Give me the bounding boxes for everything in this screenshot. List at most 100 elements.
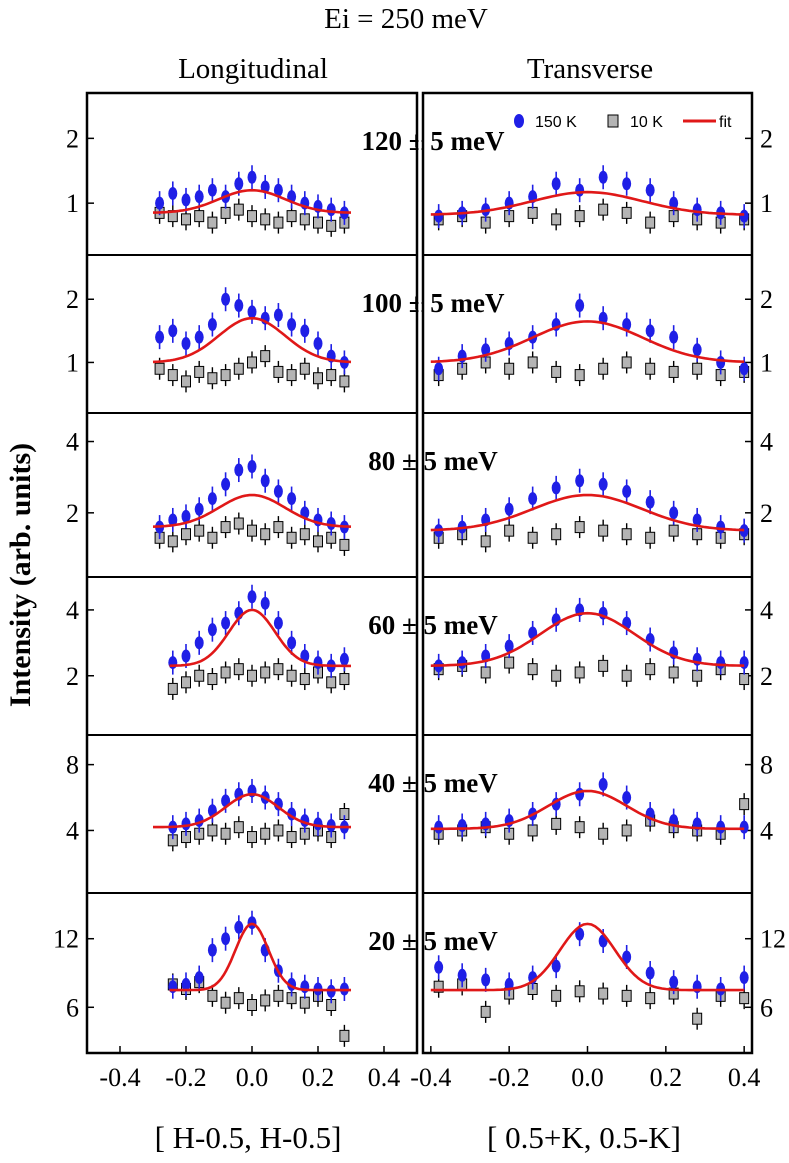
point-150k bbox=[155, 196, 165, 210]
point-10k bbox=[286, 831, 297, 844]
point-10k bbox=[194, 524, 205, 537]
legend: 150 K 10 K fit bbox=[514, 114, 732, 131]
point-10k bbox=[527, 663, 538, 676]
point-10k bbox=[260, 827, 271, 840]
point-150k bbox=[300, 649, 310, 663]
point-150k bbox=[434, 209, 444, 223]
point-150k bbox=[234, 299, 244, 313]
point-10k bbox=[574, 521, 585, 534]
point-10k bbox=[273, 989, 284, 1002]
point-10k bbox=[233, 203, 244, 216]
point-150k bbox=[168, 186, 178, 200]
y-tick-label: 2 bbox=[760, 662, 773, 691]
point-10k bbox=[167, 682, 178, 695]
point-150k bbox=[739, 820, 749, 834]
point-150k bbox=[575, 474, 585, 488]
point-10k bbox=[233, 517, 244, 530]
point-150k bbox=[273, 183, 283, 197]
point-10k bbox=[167, 369, 178, 382]
point-10k bbox=[286, 210, 297, 223]
y-tick-label: 8 bbox=[66, 751, 79, 780]
point-150k bbox=[207, 318, 217, 332]
point-150k bbox=[168, 656, 178, 670]
point-10k bbox=[621, 206, 632, 219]
y-tick-label: 8 bbox=[760, 751, 773, 780]
point-10k bbox=[194, 669, 205, 682]
energy-label: 20 ± 5 meV bbox=[368, 926, 498, 956]
point-10k bbox=[273, 216, 284, 229]
point-150k bbox=[313, 656, 323, 670]
point-10k bbox=[299, 362, 310, 375]
point-10k bbox=[154, 362, 165, 375]
point-10k bbox=[273, 365, 284, 378]
point-150k bbox=[528, 492, 538, 506]
x-tick-label: -0.2 bbox=[165, 1063, 206, 1092]
point-10k bbox=[220, 521, 231, 534]
y-tick-label: 4 bbox=[66, 428, 79, 457]
y-tick-label: 4 bbox=[760, 596, 773, 625]
point-10k bbox=[207, 989, 218, 1002]
point-10k bbox=[260, 528, 271, 541]
point-10k bbox=[299, 996, 310, 1009]
point-10k bbox=[621, 669, 632, 682]
x-tick-label: 0.4 bbox=[728, 1063, 761, 1092]
point-150k bbox=[645, 966, 655, 980]
point-150k bbox=[339, 652, 349, 666]
point-10k bbox=[692, 362, 703, 375]
y-tick-label: 6 bbox=[760, 993, 773, 1022]
point-10k bbox=[739, 798, 750, 811]
point-150k bbox=[622, 950, 632, 964]
point-150k bbox=[692, 343, 702, 357]
legend-150k-marker bbox=[514, 114, 524, 128]
point-150k bbox=[598, 777, 608, 791]
point-150k bbox=[287, 636, 297, 650]
x-tick-label: -0.4 bbox=[410, 1063, 451, 1092]
legend-fit-label: fit bbox=[719, 114, 732, 131]
point-10k bbox=[286, 531, 297, 544]
fit-curve bbox=[430, 611, 745, 667]
y-tick-label: 2 bbox=[760, 285, 773, 314]
x-axis-label-transverse: [ 0.5+K, 0.5-K] bbox=[487, 1120, 681, 1155]
point-150k bbox=[504, 639, 514, 653]
point-150k bbox=[739, 362, 749, 376]
point-10k bbox=[645, 216, 656, 229]
point-10k bbox=[551, 365, 562, 378]
point-10k bbox=[645, 531, 656, 544]
column-title-transverse: Transverse bbox=[527, 53, 653, 85]
point-150k bbox=[739, 656, 749, 670]
y-tick-label: 2 bbox=[760, 499, 773, 528]
frame-left bbox=[85, 91, 419, 1055]
point-10k bbox=[339, 673, 350, 686]
point-150k bbox=[716, 820, 726, 834]
subplot-left-3: 24 bbox=[66, 428, 417, 578]
point-10k bbox=[574, 666, 585, 679]
point-10k bbox=[299, 528, 310, 541]
point-10k bbox=[621, 824, 632, 837]
point-150k bbox=[575, 183, 585, 197]
point-150k bbox=[622, 177, 632, 191]
point-10k bbox=[598, 362, 609, 375]
energy-label: 40 ± 5 meV bbox=[368, 768, 498, 798]
point-10k bbox=[739, 673, 750, 686]
y-tick-label: 12 bbox=[53, 925, 79, 954]
fit-curve bbox=[169, 922, 351, 992]
point-10k bbox=[220, 206, 231, 219]
point-150k bbox=[260, 596, 270, 610]
point-150k bbox=[234, 920, 244, 934]
fit-curve bbox=[430, 190, 745, 216]
point-10k bbox=[313, 216, 323, 229]
point-150k bbox=[287, 318, 297, 332]
point-150k bbox=[669, 330, 679, 344]
point-150k bbox=[575, 787, 585, 801]
point-10k bbox=[260, 666, 271, 679]
point-10k bbox=[621, 989, 632, 1002]
point-10k bbox=[692, 1012, 703, 1025]
energy-label: 120 ± 5 meV bbox=[361, 126, 505, 156]
y-tick-label: 1 bbox=[760, 189, 773, 218]
point-10k bbox=[480, 535, 491, 548]
point-10k bbox=[194, 210, 205, 223]
point-150k bbox=[273, 484, 283, 498]
point-10k bbox=[574, 369, 585, 382]
point-10k bbox=[504, 524, 515, 537]
point-150k bbox=[287, 492, 297, 506]
